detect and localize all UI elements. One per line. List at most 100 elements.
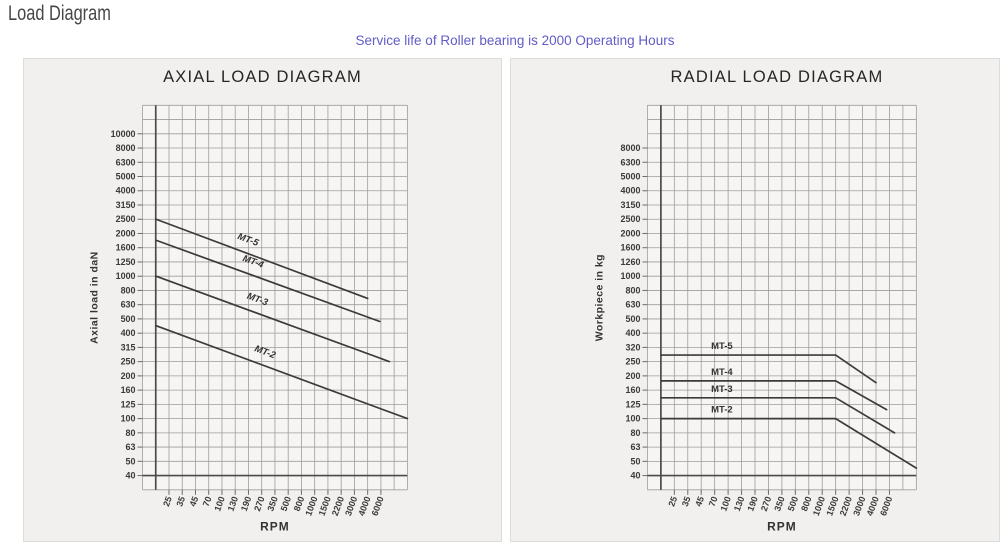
y-axis-title: Axial load in daN — [90, 251, 101, 344]
svg-text:320: 320 — [626, 342, 641, 352]
svg-text:800: 800 — [799, 495, 814, 512]
svg-text:3150: 3150 — [621, 200, 641, 210]
svg-text:630: 630 — [121, 300, 136, 310]
series-line-MT-2 — [660, 417, 918, 469]
svg-text:40: 40 — [631, 471, 641, 481]
svg-text:4000: 4000 — [116, 186, 136, 196]
svg-text:5000: 5000 — [116, 172, 136, 182]
page-title: Load Diagram — [8, 2, 111, 25]
tick-marks — [642, 147, 890, 495]
axial-chart-svg: 10000 8000 6300 5000 4000 3150 2500 2000 1600 125… — [90, 104, 409, 534]
svg-text:800: 800 — [626, 285, 641, 295]
svg-text:200: 200 — [121, 371, 136, 381]
svg-text:8000: 8000 — [116, 143, 136, 153]
svg-text:200: 200 — [626, 371, 641, 381]
svg-text:35: 35 — [680, 495, 693, 508]
svg-text:100: 100 — [718, 495, 733, 512]
svg-text:45: 45 — [188, 495, 201, 508]
axial-load-chart: 10000 8000 6300 5000 4000 3150 2500 2000 1600 125… — [24, 59, 501, 541]
service-life-note[interactable]: Service life of Roller bearing is 2000 O… — [355, 33, 675, 48]
svg-text:315: 315 — [121, 342, 136, 352]
radial-load-panel: RADIAL LOAD DIAGRAM 8000 6300 5000 4000 3150… — [510, 58, 1000, 542]
series-label-MT-2: MT-2 — [711, 405, 733, 416]
svg-text:2000: 2000 — [116, 228, 136, 238]
svg-text:2000: 2000 — [621, 228, 641, 238]
svg-text:270: 270 — [759, 495, 774, 512]
svg-text:130: 130 — [226, 495, 241, 512]
svg-text:50: 50 — [631, 456, 641, 466]
svg-text:3150: 3150 — [116, 200, 136, 210]
svg-text:250: 250 — [121, 357, 136, 367]
svg-text:63: 63 — [126, 442, 136, 452]
svg-text:100: 100 — [626, 414, 641, 424]
x-axis-title: RPM — [260, 520, 290, 534]
svg-text:500: 500 — [121, 314, 136, 324]
svg-text:270: 270 — [252, 495, 267, 512]
axial-load-panel: AXIAL LOAD DIAGRAM 10000 8000 6300 5000 4000… — [23, 58, 502, 542]
tick-marks — [137, 133, 382, 495]
svg-text:70: 70 — [707, 495, 720, 508]
svg-text:10000: 10000 — [111, 129, 136, 139]
svg-text:1000: 1000 — [116, 271, 136, 281]
svg-text:500: 500 — [786, 495, 801, 512]
axis-lines — [142, 105, 408, 490]
svg-text:350: 350 — [772, 495, 787, 512]
axial-chart-title: AXIAL LOAD DIAGRAM — [163, 68, 362, 86]
grid-lines — [647, 104, 917, 491]
series-line-MT-4 — [660, 380, 888, 411]
series-line-MT-5 — [660, 354, 877, 384]
svg-text:25: 25 — [161, 495, 174, 508]
svg-text:125: 125 — [626, 399, 641, 409]
series-label-MT-3: MT-3 — [711, 384, 733, 395]
svg-text:250: 250 — [626, 357, 641, 367]
svg-text:70: 70 — [201, 495, 214, 508]
svg-text:190: 190 — [745, 495, 760, 512]
radial-chart-svg: 8000 6300 5000 4000 3150 2500 2000 1600 1260 1000… — [595, 104, 918, 534]
svg-text:400: 400 — [626, 328, 641, 338]
svg-text:630: 630 — [626, 300, 641, 310]
series-line-MT-5 — [155, 218, 369, 300]
svg-text:350: 350 — [265, 495, 280, 512]
svg-text:1250: 1250 — [116, 257, 136, 267]
svg-text:100: 100 — [212, 495, 227, 512]
y-tick-labels: 10000 8000 6300 5000 4000 3150 2500 2000 1600 125… — [111, 129, 136, 481]
svg-text:40: 40 — [126, 471, 136, 481]
svg-text:6300: 6300 — [621, 157, 641, 167]
svg-text:80: 80 — [631, 428, 641, 438]
svg-text:500: 500 — [279, 495, 294, 512]
svg-text:8000: 8000 — [621, 143, 641, 153]
svg-text:45: 45 — [693, 495, 706, 508]
svg-text:100: 100 — [121, 414, 136, 424]
svg-text:190: 190 — [239, 495, 254, 512]
svg-text:160: 160 — [121, 385, 136, 395]
svg-text:2500: 2500 — [621, 214, 641, 224]
y-tick-labels: 8000 6300 5000 4000 3150 2500 2000 1600 1260 1000… — [621, 143, 641, 481]
radial-chart-title: RADIAL LOAD DIAGRAM — [670, 68, 884, 86]
x-axis-title: RPM — [767, 520, 797, 534]
series-line-MT-4 — [155, 239, 381, 323]
svg-text:50: 50 — [126, 456, 136, 466]
svg-text:35: 35 — [174, 495, 187, 508]
series-line-MT-2 — [155, 324, 409, 420]
series-label-MT-4: MT-4 — [711, 367, 733, 378]
svg-text:1000: 1000 — [621, 271, 641, 281]
series-line-MT-3 — [155, 275, 391, 363]
svg-text:1260: 1260 — [621, 257, 641, 267]
series-label-MT-5: MT-5 — [711, 341, 733, 352]
svg-text:800: 800 — [121, 285, 136, 295]
svg-text:25: 25 — [666, 495, 679, 508]
axis-lines — [647, 105, 917, 490]
radial-load-chart: 8000 6300 5000 4000 3150 2500 2000 1600 1260 1000… — [511, 59, 999, 541]
x-tick-labels: 25 35 45 7010013019027035050080010001500220… — [666, 495, 894, 517]
y-axis-title: Workpiece in kg — [595, 254, 606, 341]
svg-text:80: 80 — [126, 428, 136, 438]
svg-text:5000: 5000 — [621, 171, 641, 181]
svg-text:125: 125 — [121, 399, 136, 409]
svg-text:500: 500 — [626, 314, 641, 324]
series-line-MT-3 — [660, 396, 896, 434]
svg-text:800: 800 — [292, 495, 307, 512]
x-tick-labels: 25 35 45 7010013019027035050080010001500220… — [161, 495, 386, 517]
svg-text:63: 63 — [631, 442, 641, 452]
svg-text:2500: 2500 — [116, 214, 136, 224]
svg-text:1600: 1600 — [116, 243, 136, 253]
